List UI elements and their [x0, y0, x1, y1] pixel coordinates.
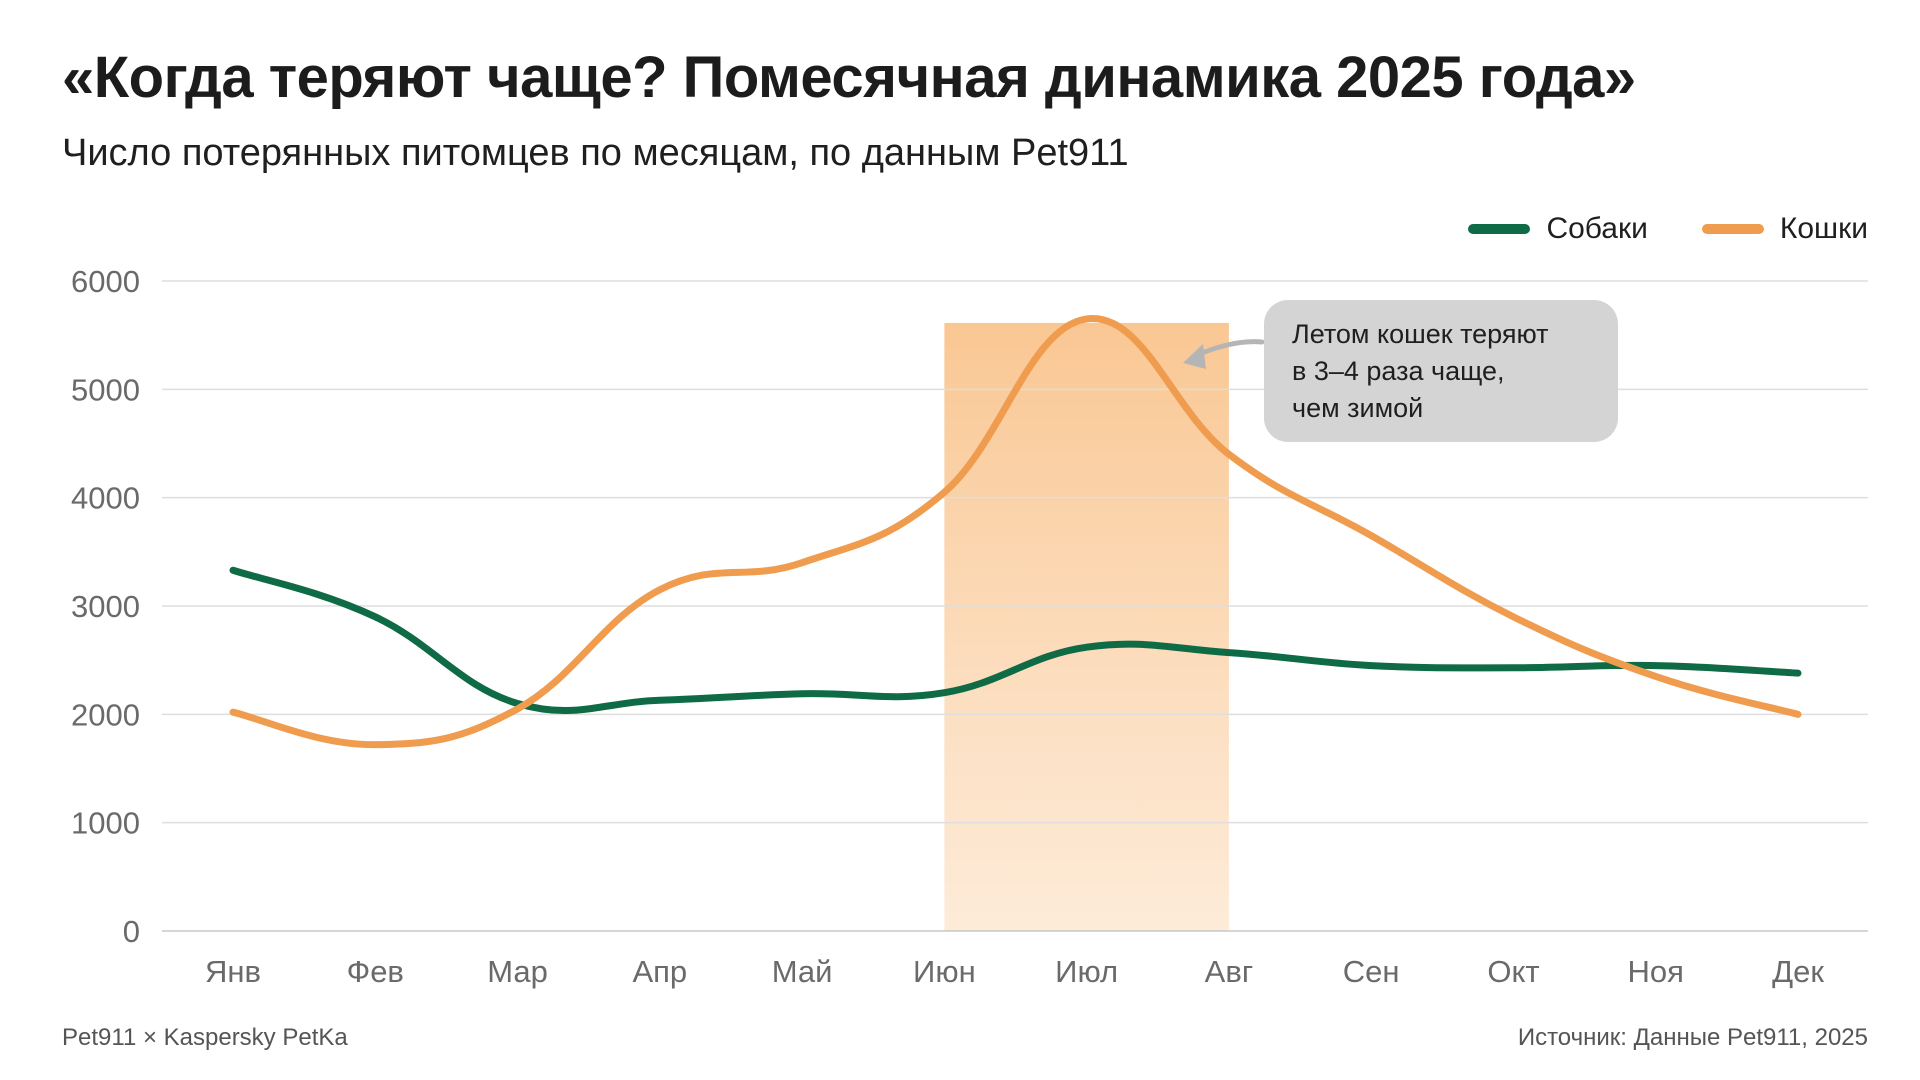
x-tick-label: Фев: [347, 954, 404, 989]
legend-item-cats: Кошки: [1701, 212, 1868, 246]
x-tick-label: Мар: [487, 954, 548, 989]
series-line-cats: [229, 315, 1802, 749]
y-tick-label: 3000: [71, 589, 140, 624]
footer-source: Источник: Данные Pet911, 2025: [1517, 1024, 1868, 1051]
callout-arrow-head: [1183, 344, 1206, 369]
legend: Собаки Кошки: [1468, 212, 1868, 246]
y-tick-label: 0: [123, 914, 140, 949]
callout-line: Летом кошек теряют: [1292, 319, 1549, 349]
series-line-dogs: [229, 566, 1802, 715]
legend-swatch-cats: [1701, 224, 1764, 234]
y-tick-label: 5000: [71, 372, 140, 407]
x-tick-label: Июл: [1055, 954, 1118, 989]
callout-line: чем зимой: [1292, 393, 1424, 423]
x-tick-label: Май: [772, 954, 833, 989]
x-tick-label: Сен: [1343, 954, 1400, 989]
highlight-summer-band: [944, 322, 1229, 932]
x-tick-label: Окт: [1487, 954, 1539, 989]
x-tick-label: Янв: [205, 954, 261, 989]
annotation-callout: Летом кошек теряют в 3–4 раза чаще, чем …: [1264, 300, 1618, 442]
legend-swatch-dogs: [1468, 224, 1531, 234]
x-tick-label: Дек: [1772, 954, 1824, 989]
y-tick-label: 1000: [71, 806, 140, 841]
footer-credit: Pet911 × Kaspersky PetKa: [62, 1024, 348, 1051]
legend-label-dogs: Собаки: [1546, 212, 1648, 245]
legend-item-dogs: Собаки: [1468, 212, 1648, 246]
x-tick-label: Авг: [1205, 954, 1253, 989]
y-tick-label: 6000: [71, 264, 140, 299]
chart-subtitle: Число потерянных питомцев по месяцам, по…: [62, 132, 1129, 174]
y-tick-label: 2000: [71, 697, 140, 732]
legend-label-cats: Кошки: [1779, 212, 1868, 245]
y-tick-label: 4000: [71, 481, 140, 516]
x-tick-label: Ноя: [1628, 954, 1684, 989]
x-tick-label: Апр: [632, 954, 687, 989]
callout-line: в 3–4 раза чаще,: [1292, 356, 1505, 386]
x-tick-label: Июн: [913, 954, 976, 989]
chart-title: «Когда теряют чаще? Помесячная динамика …: [62, 45, 1636, 110]
